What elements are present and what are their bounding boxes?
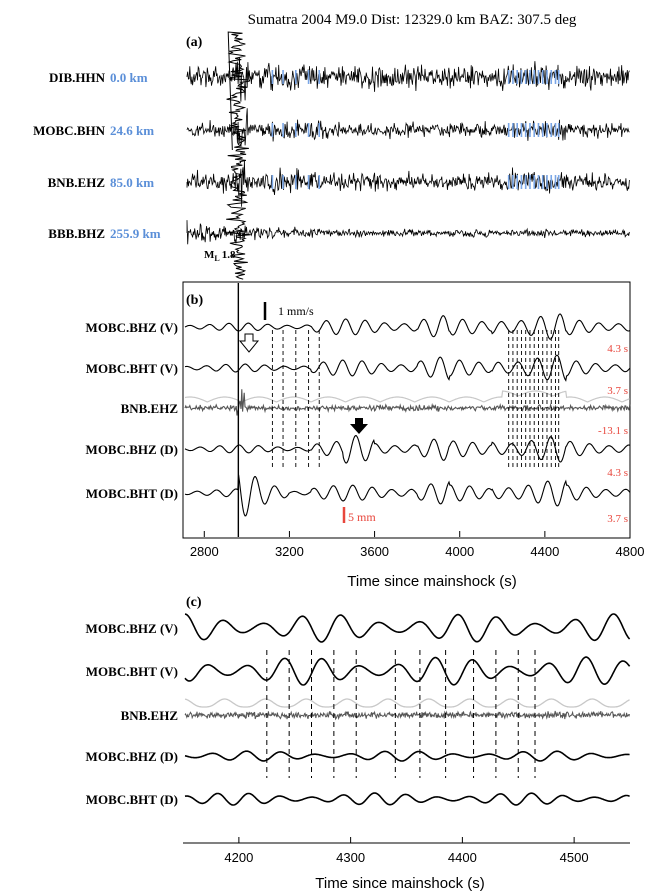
waveform-trace <box>184 613 631 643</box>
seismogram-trace <box>186 220 630 245</box>
station-name: BBB.BHZ <box>48 226 105 241</box>
panel-c: (c) MOBC.BHZ (V)MOBC.BHT (V)BNB.EHZMOBC.… <box>86 595 631 892</box>
trace-name: MOBC.BHZ (V) <box>86 320 178 335</box>
x-tick-label: 4300 <box>336 850 365 865</box>
panel-b-xlabel: Time since mainshock (s) <box>347 573 516 590</box>
panel-c-picks <box>266 650 536 778</box>
x-tick-label: 4500 <box>560 850 589 865</box>
panel-c-traces <box>184 613 631 806</box>
trace-name: MOBC.BHT (V) <box>86 664 178 679</box>
seismogram-trace <box>186 160 630 207</box>
trace-name: BNB.EHZ <box>121 708 179 723</box>
envelope-trace <box>184 698 630 708</box>
station-name: BNB.EHZ <box>48 175 106 190</box>
x-tick-label: 3600 <box>360 544 389 559</box>
ml-m: M <box>204 249 215 261</box>
panel-b-picks <box>237 283 560 537</box>
trace-name: MOBC.BHT (D) <box>86 486 178 501</box>
waveform-trace <box>184 656 631 686</box>
time-lag-label: 4.3 s <box>607 467 628 479</box>
trace-name: MOBC.BHZ (D) <box>86 442 178 457</box>
waveform-trace <box>184 389 631 416</box>
time-lag-label: 3.7 s <box>607 513 628 525</box>
station-distance: 24.6 km <box>110 123 154 138</box>
black-arrow-icon <box>350 418 368 434</box>
panel-c-labels: MOBC.BHZ (V) MOBC.BHT (V) BNB.EHZ MOBC.BHZ … <box>86 621 179 807</box>
mainshock-spike <box>226 31 251 280</box>
panel-c-x-axis: 4200 4300 4400 4500 <box>183 837 630 865</box>
trace-name: MOBC.BHZ (V) <box>86 621 178 636</box>
panel-a-label: (a) <box>186 35 203 50</box>
panel-b-frame <box>182 281 631 539</box>
panel-a-labels: DIB.HHN 0.0 km MOBC.BHN 24.6 km BNB.EHZ 85.0 … <box>33 70 161 241</box>
waveform-trace <box>184 435 630 464</box>
station-distance: 85.0 km <box>110 175 154 190</box>
waveform-trace <box>184 474 631 517</box>
seismogram-trace <box>186 108 630 146</box>
panel-b-x-axis: 2800 3200 3600 4000 4400 4800 <box>190 531 645 559</box>
seismogram-trace <box>186 57 630 102</box>
waveform-trace <box>184 313 630 340</box>
panel-c-label: (c) <box>186 595 202 610</box>
panel-a-traces <box>186 31 630 280</box>
x-tick-label: 4800 <box>616 544 645 559</box>
trace-name: MOBC.BHT (D) <box>86 792 178 807</box>
trace-name: MOBC.BHZ (D) <box>86 749 178 764</box>
station-name: MOBC.BHN <box>33 123 105 138</box>
trace-name: MOBC.BHT (V) <box>86 361 178 376</box>
white-arrow-icon <box>238 333 260 353</box>
x-tick-label: 2800 <box>190 544 219 559</box>
waveform-trace <box>184 750 630 762</box>
panel-a: (a) DIB.HHN 0.0 km MOBC.BHN 24.6 km BNB.EHZ 8… <box>33 31 630 280</box>
waveform-trace <box>184 710 631 721</box>
ml-label: ML 1.8 <box>204 249 236 263</box>
station-distance: 255.9 km <box>110 226 161 241</box>
panel-b-labels: MOBC.BHZ (V) MOBC.BHT (V) BNB.EHZ MOBC.BHZ … <box>86 320 628 525</box>
panel-b-label: (b) <box>186 293 203 308</box>
scale-label-displacement: 5 mm <box>348 510 376 524</box>
scale-label-velocity: 1 mm/s <box>278 304 314 318</box>
x-tick-label: 3200 <box>275 544 304 559</box>
station-distance: 0.0 km <box>110 70 148 85</box>
x-tick-label: 4400 <box>530 544 559 559</box>
time-lag-label: 4.3 s <box>607 343 628 355</box>
ml-sub: L <box>214 254 219 263</box>
x-tick-label: 4200 <box>224 850 253 865</box>
panel-c-xlabel: Time since mainshock (s) <box>315 875 484 892</box>
envelope-trace <box>184 390 630 403</box>
time-lag-label: -13.1 s <box>598 425 628 437</box>
station-name: DIB.HHN <box>49 70 106 85</box>
time-lag-label: 3.7 s <box>607 385 628 397</box>
waveform-trace <box>184 354 631 382</box>
figure-title: Sumatra 2004 M9.0 Dist: 12329.0 km BAZ: … <box>248 12 577 28</box>
ml-value: 1.8 <box>222 249 236 261</box>
panel-b: (b) MOBC.BHZ (V)MOBC.BHT (V)BNB.EHZMOBC.… <box>86 281 645 590</box>
waveform-trace <box>184 792 630 806</box>
x-tick-label: 4400 <box>448 850 477 865</box>
trace-name: BNB.EHZ <box>121 401 179 416</box>
x-tick-label: 4000 <box>445 544 474 559</box>
